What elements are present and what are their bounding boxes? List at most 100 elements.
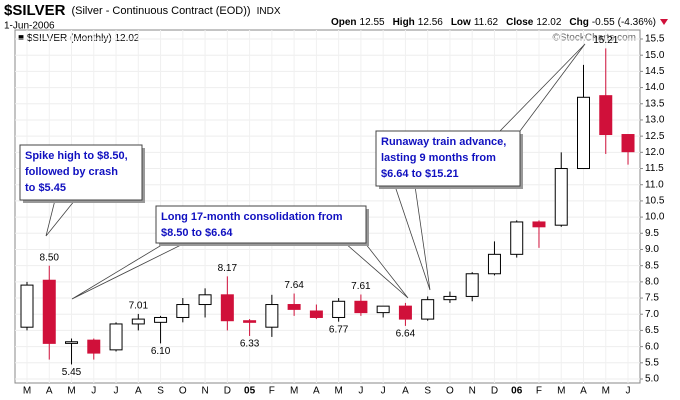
quote-value: 12.56 xyxy=(418,17,443,28)
y-tick-label: 7.0 xyxy=(645,309,659,320)
y-tick-label: 14.5 xyxy=(645,66,665,77)
low-label: 6.77 xyxy=(329,324,349,335)
x-tick-label: J xyxy=(626,386,631,397)
down-arrow xyxy=(660,19,668,25)
quote-label: Low xyxy=(451,17,471,28)
date: 1-Jun-2006 xyxy=(4,21,55,32)
x-tick-label: O xyxy=(179,386,187,397)
exchange: INDX xyxy=(257,6,281,17)
candle-body xyxy=(131,318,145,325)
candle-body xyxy=(465,273,479,297)
callout-box xyxy=(155,205,367,244)
callout-text: Spike high to $8.50, xyxy=(25,150,128,162)
y-tick-label: 15.5 xyxy=(645,34,665,45)
quote-label: Open xyxy=(331,17,357,28)
x-tick-label: O xyxy=(446,386,454,397)
callout-text: to $5.45 xyxy=(25,182,66,194)
candle-body xyxy=(20,284,34,328)
candle-body xyxy=(510,221,524,255)
y-tick-label: 6.5 xyxy=(645,325,659,336)
plot-frame xyxy=(14,29,641,384)
candle-body xyxy=(599,95,613,136)
low-label: 6.10 xyxy=(151,346,171,357)
candle-body xyxy=(309,310,323,318)
callout-text: Runaway train advance, xyxy=(381,136,506,148)
quote-value: 12.02 xyxy=(536,17,561,28)
high-label: 7.61 xyxy=(351,281,371,292)
y-tick-label: 8.0 xyxy=(645,276,659,287)
watermark: ©StockCharts.com xyxy=(552,33,636,44)
y-tick-label: 9.5 xyxy=(645,228,659,239)
high-label: 7.64 xyxy=(284,280,304,291)
callout-text: $8.50 to $6.64 xyxy=(161,227,233,239)
candle-body xyxy=(154,316,168,323)
quote-pct: (-4.36%) xyxy=(618,17,656,28)
quote-value: 12.55 xyxy=(360,17,385,28)
quote-value: 11.62 xyxy=(474,17,499,28)
candle-body xyxy=(265,304,279,328)
x-tick-label: J xyxy=(358,386,363,397)
quote-label: Close xyxy=(506,17,534,28)
x-tick-label: F xyxy=(269,386,275,397)
legend-text: $SILVER (Monthly) 12.02 xyxy=(27,33,140,44)
x-tick-label: A xyxy=(135,386,142,397)
y-tick-label: 11.5 xyxy=(645,163,664,174)
x-tick-label: M xyxy=(67,386,75,397)
callout-text: Long 17-month consolidation from xyxy=(161,211,343,223)
candle-body xyxy=(398,305,412,320)
header: $SILVER (Silver - Continuous Contract (E… xyxy=(4,2,281,19)
x-tick-label: 05 xyxy=(244,386,256,397)
y-tick-label: 12.0 xyxy=(645,147,665,158)
x-tick-label: D xyxy=(224,386,231,397)
y-tick-label: 12.5 xyxy=(645,131,665,142)
callout-text: followed by crash xyxy=(25,166,118,178)
candle-body xyxy=(243,320,257,323)
candle-body xyxy=(421,299,435,320)
y-tick-label: 13.0 xyxy=(645,115,665,126)
candle-body xyxy=(287,304,301,310)
x-tick-label: S xyxy=(424,386,431,397)
x-tick-label: M xyxy=(602,386,610,397)
candle-body xyxy=(109,323,123,351)
candle-body xyxy=(87,339,101,354)
y-tick-label: 10.0 xyxy=(645,212,665,223)
chart-title: $SILVER xyxy=(4,2,66,19)
x-tick-label: D xyxy=(491,386,498,397)
chart-subtitle: (Silver - Continuous Contract (EOD)) xyxy=(71,5,250,17)
candle-body xyxy=(554,168,568,226)
x-tick-label: N xyxy=(201,386,208,397)
quote-label: High xyxy=(393,17,415,28)
y-tick-label: 10.5 xyxy=(645,196,665,207)
y-tick-label: 13.5 xyxy=(645,98,665,109)
x-tick-label: M xyxy=(290,386,298,397)
candle-body xyxy=(354,300,368,314)
x-tick-label: J xyxy=(91,386,96,397)
candle-body xyxy=(577,96,590,170)
x-tick-label: F xyxy=(536,386,542,397)
callout-text: lasting 9 months from xyxy=(381,152,496,164)
candle-body xyxy=(220,294,234,322)
x-tick-label: A xyxy=(402,386,409,397)
x-tick-label: M xyxy=(23,386,31,397)
callout-box xyxy=(375,130,521,187)
candle-body xyxy=(443,295,457,301)
quote-row: Open 12.55 High 12.56 Low 11.62 Close 12.02 Chg -… xyxy=(331,17,656,28)
candle-body xyxy=(176,304,190,318)
callout-box xyxy=(19,144,143,201)
x-tick-label: 06 xyxy=(511,386,523,397)
quote-label: Chg xyxy=(569,17,588,28)
x-tick-label: A xyxy=(580,386,587,397)
low-label: 6.64 xyxy=(396,329,416,340)
y-tick-label: 14.0 xyxy=(645,82,665,93)
callout-text: $6.64 to $15.21 xyxy=(381,168,459,180)
candle-body xyxy=(532,221,546,228)
x-tick-label: J xyxy=(114,386,119,397)
y-tick-label: 9.0 xyxy=(645,244,659,255)
high-label: 15.21 xyxy=(593,35,618,46)
high-label: 8.50 xyxy=(40,252,60,263)
y-tick-label: 7.5 xyxy=(645,293,659,304)
candle-body xyxy=(332,300,346,318)
x-tick-label: A xyxy=(46,386,53,397)
candle-body xyxy=(621,134,635,153)
